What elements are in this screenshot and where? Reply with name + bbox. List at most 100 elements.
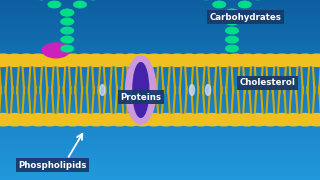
Circle shape [107, 53, 132, 67]
Bar [0, 63, 320, 64]
Bar [0, 21, 320, 22]
Bar [0, 162, 320, 163]
Bar [0, 10, 320, 12]
Bar [0, 42, 320, 44]
Circle shape [200, 113, 224, 127]
Bar [0, 46, 320, 48]
Bar [0, 64, 320, 66]
Circle shape [14, 53, 39, 67]
Bar [0, 54, 320, 55]
Circle shape [247, 113, 271, 127]
Bar [0, 136, 320, 138]
Circle shape [60, 9, 74, 17]
Bar [0, 152, 320, 153]
Bar [0, 90, 320, 91]
Bar [0, 141, 320, 143]
Bar [0, 26, 320, 27]
Circle shape [154, 113, 178, 127]
Circle shape [42, 42, 70, 58]
Bar [0, 3, 320, 4]
Bar [0, 126, 320, 127]
Bar [0, 163, 320, 165]
Circle shape [305, 113, 320, 127]
Circle shape [212, 53, 236, 67]
Circle shape [258, 113, 283, 127]
Bar [0, 62, 320, 63]
Circle shape [235, 113, 259, 127]
Bar [0, 134, 320, 135]
Circle shape [258, 53, 283, 67]
Bar [0, 18, 320, 19]
Circle shape [238, 1, 252, 8]
Circle shape [47, 1, 61, 8]
Circle shape [235, 53, 259, 67]
Bar [0, 69, 320, 71]
Circle shape [177, 113, 201, 127]
Circle shape [72, 113, 97, 127]
Bar [0, 73, 320, 75]
Bar [0, 166, 320, 168]
Bar [0, 57, 320, 58]
Circle shape [60, 9, 74, 17]
Circle shape [37, 53, 62, 67]
Bar [0, 39, 320, 40]
Bar [0, 138, 320, 140]
Circle shape [223, 53, 248, 67]
Bar [0, 78, 320, 80]
Circle shape [225, 27, 239, 35]
Circle shape [225, 9, 239, 17]
Bar [0, 145, 320, 147]
Circle shape [119, 113, 143, 127]
Bar [0, 24, 320, 26]
Bar [0, 102, 320, 103]
Bar [0, 172, 320, 174]
Bar [0, 9, 320, 10]
Circle shape [225, 18, 239, 26]
Bar [0, 177, 320, 179]
Ellipse shape [133, 63, 149, 117]
Circle shape [119, 53, 143, 67]
Bar [0, 174, 320, 176]
Bar [0, 130, 320, 132]
Circle shape [60, 36, 74, 44]
Bar [0, 111, 320, 112]
Bar [0, 50, 320, 51]
Bar [0, 30, 320, 32]
Circle shape [3, 53, 27, 67]
Circle shape [131, 113, 155, 127]
Circle shape [61, 53, 85, 67]
Circle shape [96, 113, 120, 127]
Bar [0, 99, 320, 100]
Circle shape [142, 113, 166, 127]
Text: Phospholipids: Phospholipids [19, 161, 87, 170]
Bar [0, 120, 320, 122]
Bar [0, 14, 320, 15]
Ellipse shape [205, 85, 211, 95]
Bar [0, 112, 320, 114]
Bar [0, 45, 320, 46]
Bar [0, 153, 320, 154]
Circle shape [131, 53, 155, 67]
Bar [0, 135, 320, 136]
Circle shape [225, 9, 239, 17]
Bar [0, 1, 320, 3]
Bar [0, 76, 320, 78]
Bar [0, 93, 320, 94]
Circle shape [84, 113, 108, 127]
Bar [0, 48, 320, 50]
Bar [0, 148, 320, 150]
Bar [0, 176, 320, 177]
Circle shape [281, 113, 306, 127]
Bar [0, 140, 320, 141]
Bar [0, 84, 320, 86]
Bar [0, 129, 320, 130]
Circle shape [200, 53, 224, 67]
Circle shape [154, 53, 178, 67]
Bar [0, 58, 320, 60]
Bar [0, 51, 320, 53]
Bar [0, 17, 320, 18]
Bar [0, 171, 320, 172]
Bar [0, 147, 320, 148]
Circle shape [26, 53, 50, 67]
Bar [0, 6, 320, 8]
